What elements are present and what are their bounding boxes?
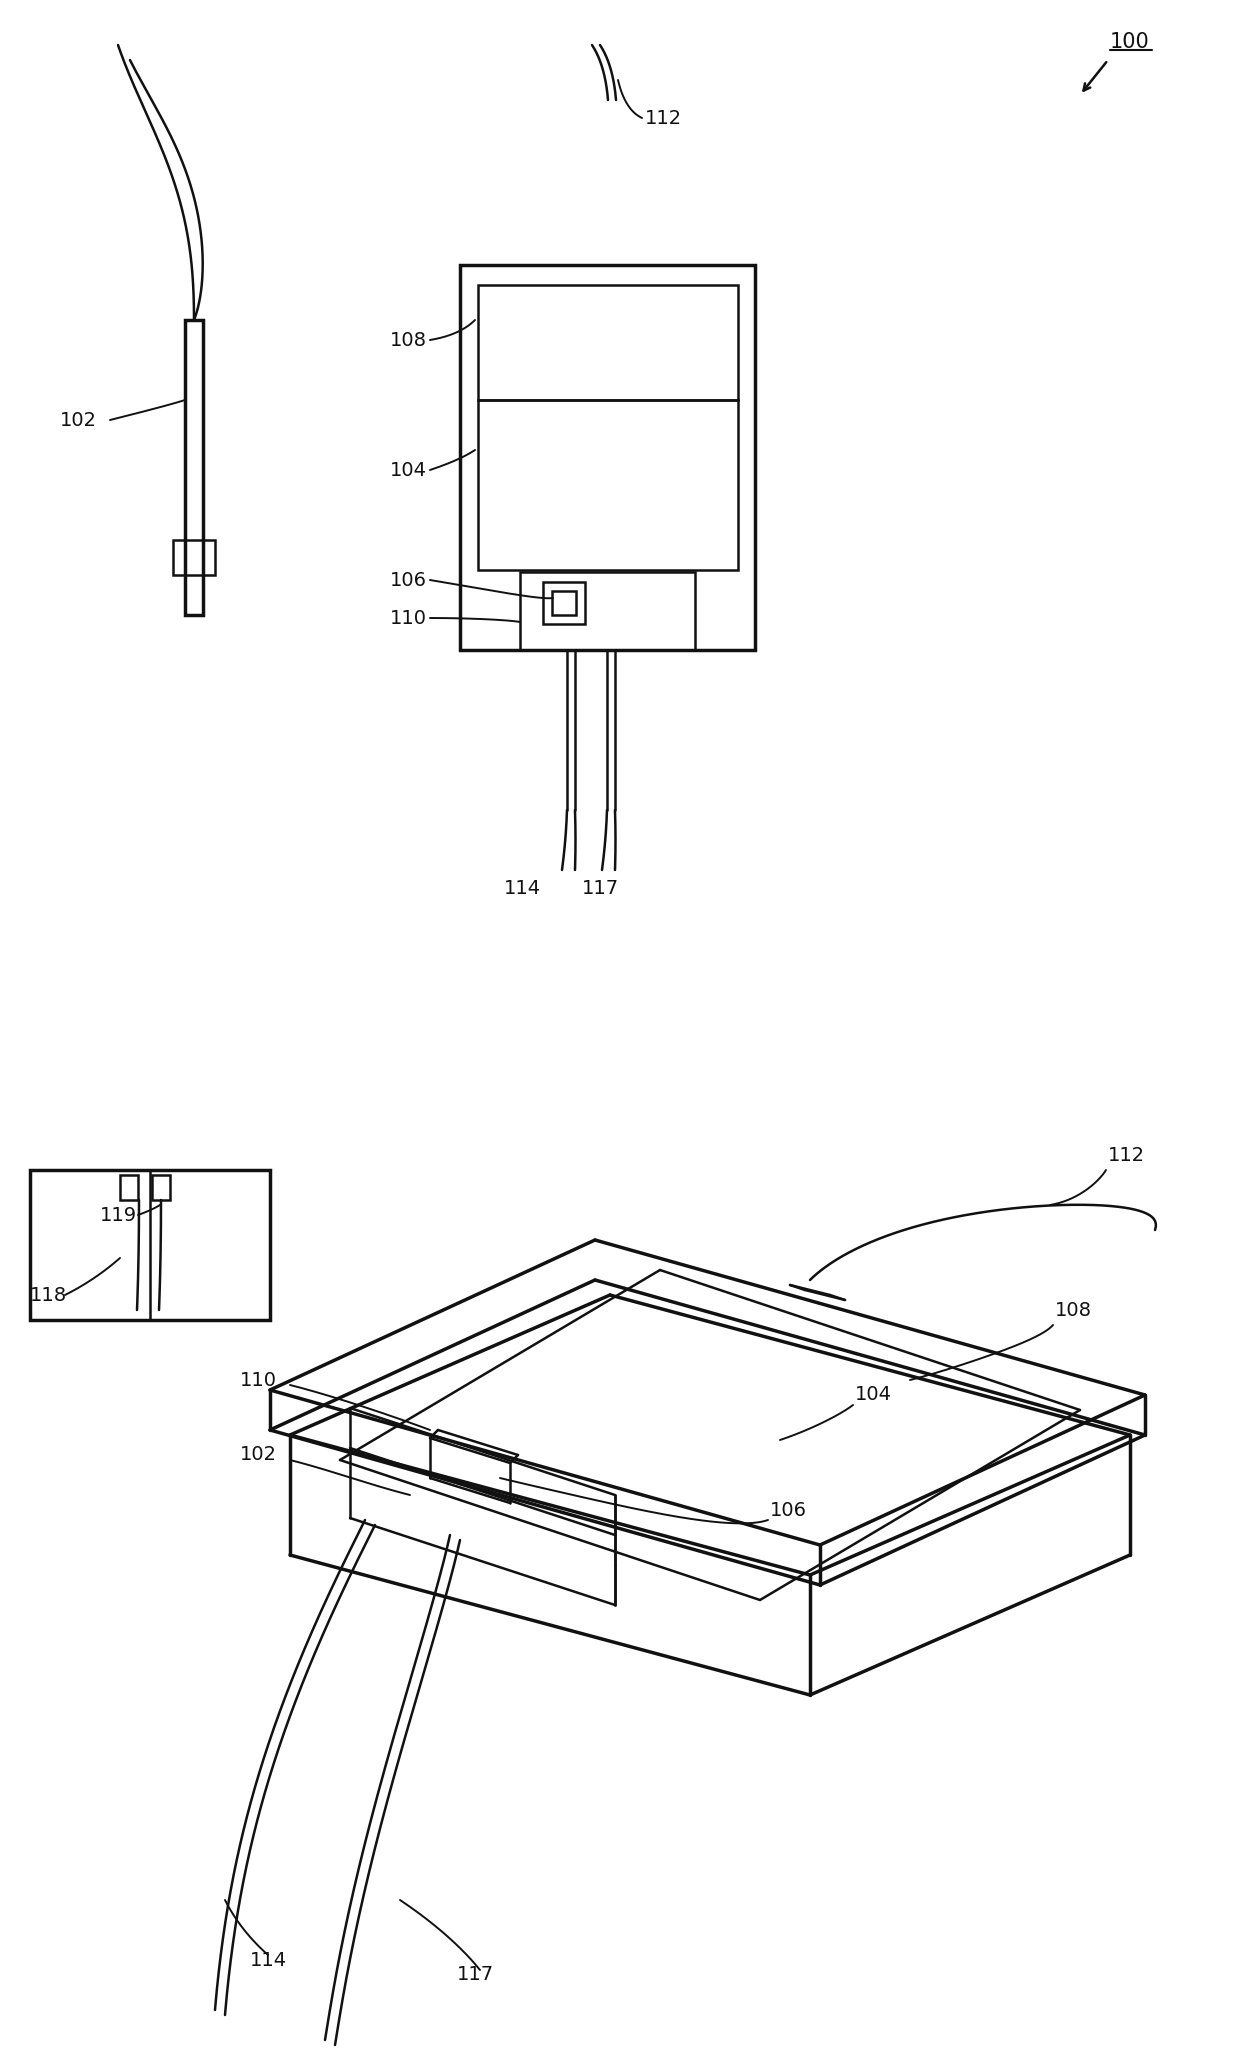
Text: 117: 117 xyxy=(582,879,619,897)
Text: 117: 117 xyxy=(456,1966,494,1985)
Bar xyxy=(520,571,694,650)
Text: 118: 118 xyxy=(30,1285,67,1304)
Text: 106: 106 xyxy=(770,1500,807,1520)
Text: 104: 104 xyxy=(391,460,427,479)
Text: 108: 108 xyxy=(1055,1300,1092,1320)
Bar xyxy=(174,541,215,576)
Bar xyxy=(552,590,577,615)
Text: 100: 100 xyxy=(1110,33,1149,52)
Bar xyxy=(477,400,738,569)
Text: 102: 102 xyxy=(60,411,97,429)
Text: 114: 114 xyxy=(503,879,541,897)
Text: 104: 104 xyxy=(856,1386,892,1405)
Bar xyxy=(477,285,738,400)
Bar xyxy=(153,1176,170,1201)
Bar xyxy=(543,582,585,623)
Text: 110: 110 xyxy=(391,609,427,627)
Bar xyxy=(120,1176,138,1201)
Text: 108: 108 xyxy=(391,330,427,349)
Bar xyxy=(460,264,755,650)
Text: 112: 112 xyxy=(1109,1145,1145,1164)
Bar xyxy=(185,320,203,615)
Text: 110: 110 xyxy=(241,1370,277,1390)
Text: 102: 102 xyxy=(241,1446,277,1465)
Text: 114: 114 xyxy=(249,1950,286,1970)
Bar xyxy=(30,1170,270,1320)
Text: 119: 119 xyxy=(100,1205,138,1225)
Text: 106: 106 xyxy=(391,571,427,590)
Text: 112: 112 xyxy=(645,109,682,128)
